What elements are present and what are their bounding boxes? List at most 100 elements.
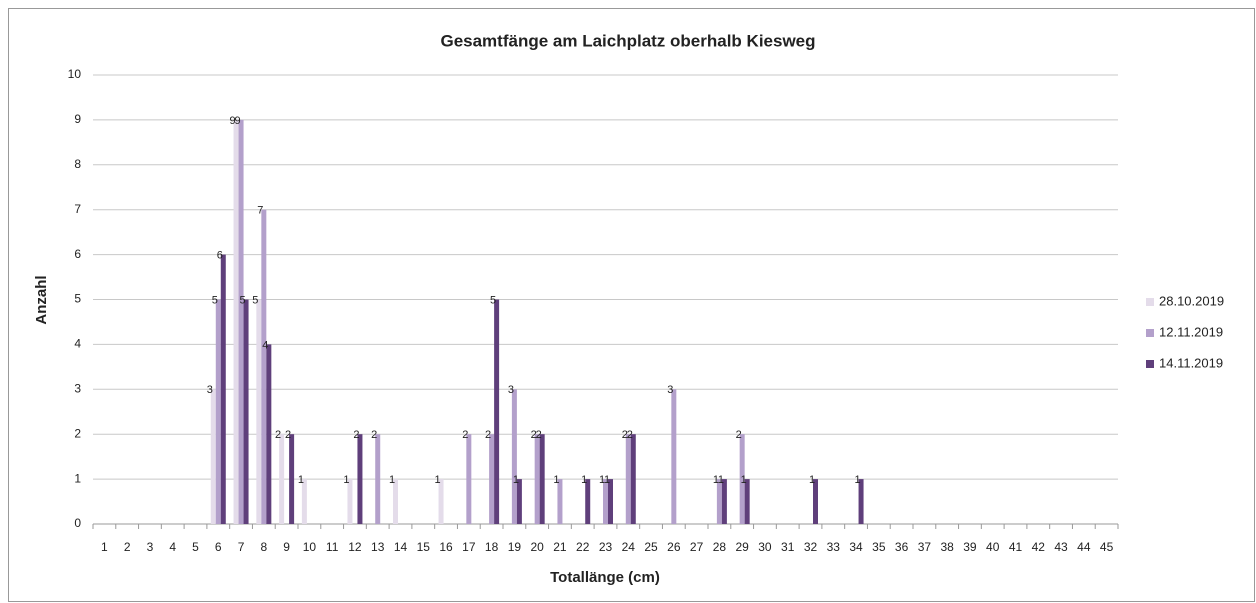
data-label: 2 (627, 429, 633, 441)
x-tick-label: 10 (303, 540, 317, 554)
bar (393, 479, 398, 524)
x-tick-label: 40 (986, 540, 1000, 554)
x-tick-label: 12 (348, 540, 362, 554)
x-tick-label: 31 (781, 540, 795, 554)
chart-title: Gesamtfänge am Laichplatz oberhalb Kiesw… (440, 31, 815, 50)
x-tick-label: 32 (804, 540, 818, 554)
data-label: 9 (229, 115, 235, 127)
data-label: 2 (736, 429, 742, 441)
data-label: 2 (531, 429, 537, 441)
bar (813, 479, 818, 524)
x-tick-label: 27 (690, 540, 704, 554)
data-label: 1 (389, 474, 395, 486)
bar (603, 479, 608, 524)
bar (625, 434, 631, 524)
x-tick-label: 38 (940, 540, 954, 554)
bar (438, 479, 444, 524)
data-label: 1 (718, 474, 724, 486)
x-tick-label: 39 (963, 540, 977, 554)
bar (671, 389, 677, 524)
x-tick-label: 44 (1077, 540, 1091, 554)
data-label: 1 (604, 474, 610, 486)
data-label: 2 (536, 429, 542, 441)
legend-label: 12.11.2019 (1159, 324, 1223, 339)
x-tick-label: 1 (101, 540, 108, 554)
bar (858, 479, 864, 524)
data-label: 4 (262, 339, 268, 351)
bar (557, 479, 563, 524)
data-label: 1 (713, 474, 719, 486)
x-tick-label: 4 (169, 540, 176, 554)
y-tick-label: 6 (74, 247, 81, 261)
bar (243, 299, 249, 524)
x-tick-label: 6 (215, 540, 222, 554)
bar (357, 434, 363, 524)
legend-label: 28.10.2019 (1159, 293, 1224, 308)
x-tick-label: 20 (530, 540, 544, 554)
x-tick-label: 29 (735, 540, 749, 554)
data-label: 2 (353, 429, 359, 441)
bar (511, 389, 517, 524)
x-tick-label: 17 (462, 540, 476, 554)
bar (494, 299, 500, 524)
data-label: 2 (462, 429, 468, 441)
legend-swatch (1146, 360, 1154, 368)
y-axis-title: Anzahl (33, 275, 50, 324)
data-label: 1 (741, 474, 747, 486)
x-tick-label: 9 (283, 540, 290, 554)
bar (347, 479, 353, 524)
x-tick-label: 8 (260, 540, 267, 554)
y-tick-label: 8 (74, 157, 81, 171)
data-label: 2 (371, 429, 377, 441)
data-label: 1 (854, 474, 860, 486)
x-tick-label: 2 (124, 540, 131, 554)
x-tick-label: 26 (667, 540, 681, 554)
x-tick-label: 41 (1009, 540, 1023, 554)
x-tick-label: 23 (599, 540, 613, 554)
data-label: 3 (207, 384, 213, 396)
bar (238, 119, 244, 525)
x-tick-label: 19 (508, 540, 522, 554)
bar (266, 344, 272, 524)
bar (516, 479, 522, 524)
bar (375, 434, 381, 524)
bar (721, 479, 727, 524)
x-tick-label: 36 (895, 540, 909, 554)
bar (608, 479, 613, 524)
bar (534, 434, 540, 524)
legend-swatch (1146, 329, 1154, 337)
bar (279, 434, 285, 524)
bar (256, 299, 262, 524)
data-label: 1 (434, 474, 440, 486)
data-label: 3 (508, 384, 514, 396)
x-tick-label: 42 (1032, 540, 1046, 554)
y-tick-label: 7 (74, 202, 81, 216)
x-tick-label: 43 (1054, 540, 1068, 554)
data-label: 5 (490, 294, 496, 306)
bar (220, 254, 226, 524)
bar (716, 479, 722, 524)
bar (210, 389, 216, 524)
x-tick-label: 37 (918, 540, 932, 554)
x-tick-label: 45 (1100, 540, 1114, 554)
data-label: 1 (581, 474, 587, 486)
bar (301, 479, 307, 524)
x-tick-label: 5 (192, 540, 199, 554)
data-label: 1 (343, 474, 349, 486)
x-tick-label: 28 (713, 540, 727, 554)
bar (739, 434, 745, 524)
bar (215, 299, 221, 524)
bar (585, 479, 591, 524)
data-label: 1 (809, 474, 815, 486)
x-tick-label: 3 (147, 540, 154, 554)
x-tick-label: 14 (394, 540, 408, 554)
data-label: 7 (257, 205, 263, 217)
x-tick-label: 30 (758, 540, 772, 554)
legend-label: 14.11.2019 (1159, 355, 1223, 370)
x-tick-label: 7 (238, 540, 245, 554)
data-label: 1 (599, 474, 605, 486)
x-tick-label: 11 (326, 540, 339, 554)
data-label: 2 (285, 429, 291, 441)
x-tick-label: 25 (644, 540, 658, 554)
